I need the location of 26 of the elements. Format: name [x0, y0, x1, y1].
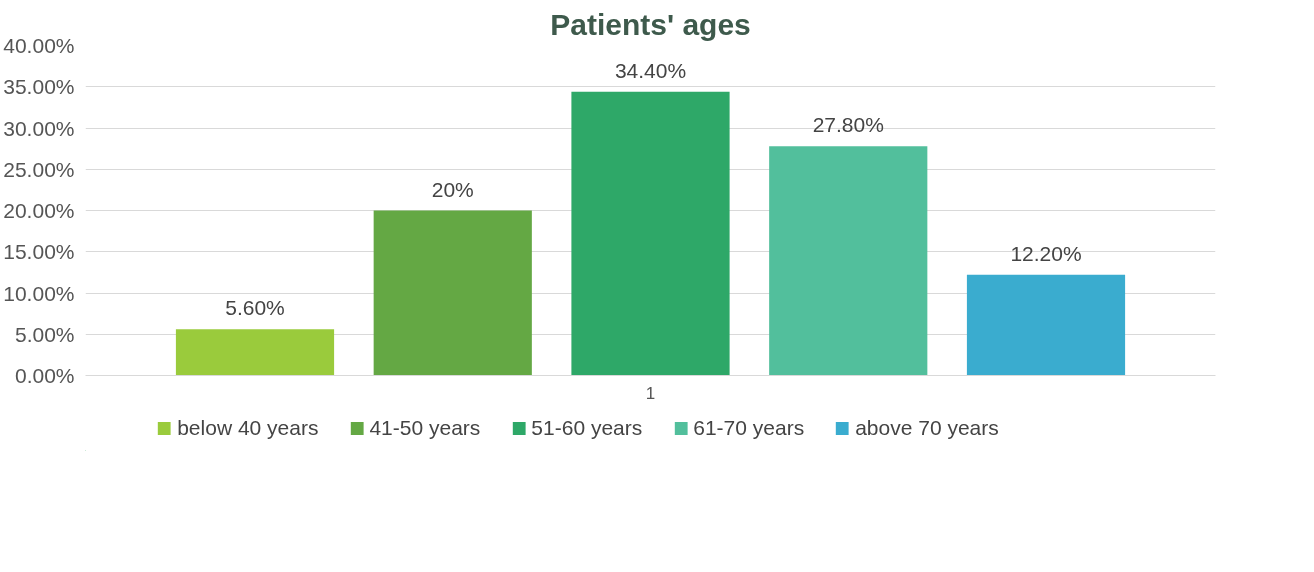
legend-label: 51-60 years [531, 416, 643, 440]
y-tick-label: 0.00% [14, 364, 75, 387]
bar [769, 146, 928, 376]
text: 5.60% [225, 296, 285, 320]
bar [966, 274, 1126, 376]
y-tick-label: 15.00% [3, 240, 75, 264]
legend-label: 41-50 years [369, 416, 481, 440]
y-tick-label: 25.00% [3, 157, 75, 181]
y-tick-label: 35.00% [3, 75, 75, 99]
y-tick-label: 20.00% [3, 199, 75, 222]
y-tick-label: 10.00% [3, 281, 75, 305]
bar [373, 210, 532, 376]
y-tick-label: 5.00% [14, 322, 75, 346]
text: 12.20% [1010, 241, 1082, 265]
chart-title: Patients' ages [550, 7, 751, 41]
bar [571, 91, 730, 376]
legend-label: above 70 years [855, 416, 999, 440]
x-tick-label: 1 [645, 383, 656, 403]
legend-label: 61-70 years [693, 416, 805, 440]
text: 27.80% [812, 113, 884, 137]
y-tick-label: 30.00% [3, 116, 75, 140]
text: 20% [431, 177, 474, 201]
legend-label: below 40 years [177, 416, 319, 440]
bar [175, 329, 335, 376]
text: 34.40% [614, 58, 687, 82]
y-tick-label: 40.00% [3, 34, 75, 57]
